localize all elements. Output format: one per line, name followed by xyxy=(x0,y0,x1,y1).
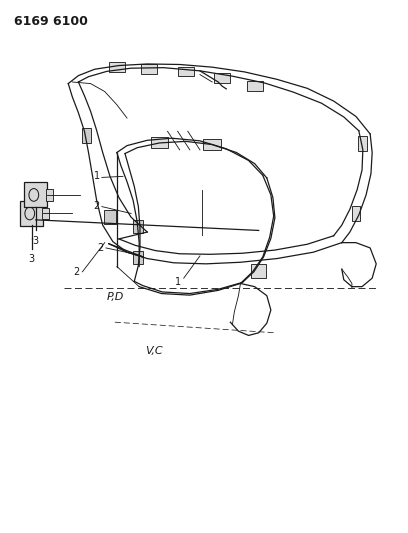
FancyBboxPatch shape xyxy=(20,201,43,226)
FancyBboxPatch shape xyxy=(82,128,91,143)
Text: 3: 3 xyxy=(29,254,35,264)
Text: V,C: V,C xyxy=(145,346,163,356)
Text: 6169 6100: 6169 6100 xyxy=(13,14,87,28)
FancyBboxPatch shape xyxy=(133,220,143,233)
FancyBboxPatch shape xyxy=(203,139,221,150)
Text: 2: 2 xyxy=(98,243,104,253)
FancyBboxPatch shape xyxy=(46,189,53,201)
Text: 1: 1 xyxy=(93,172,100,181)
Text: 2: 2 xyxy=(93,200,100,211)
FancyBboxPatch shape xyxy=(104,210,115,224)
FancyBboxPatch shape xyxy=(109,62,125,72)
Text: 1: 1 xyxy=(175,277,181,287)
FancyBboxPatch shape xyxy=(352,206,360,221)
FancyBboxPatch shape xyxy=(151,137,169,148)
Text: P,D: P,D xyxy=(107,292,124,302)
Text: 3: 3 xyxy=(33,236,39,246)
FancyBboxPatch shape xyxy=(24,182,47,207)
FancyBboxPatch shape xyxy=(246,82,263,91)
FancyBboxPatch shape xyxy=(214,74,231,83)
FancyBboxPatch shape xyxy=(251,264,266,278)
FancyBboxPatch shape xyxy=(358,136,367,151)
FancyBboxPatch shape xyxy=(42,208,49,219)
FancyBboxPatch shape xyxy=(141,64,157,74)
FancyBboxPatch shape xyxy=(133,251,143,264)
Text: 2: 2 xyxy=(73,267,80,277)
FancyBboxPatch shape xyxy=(177,67,194,76)
